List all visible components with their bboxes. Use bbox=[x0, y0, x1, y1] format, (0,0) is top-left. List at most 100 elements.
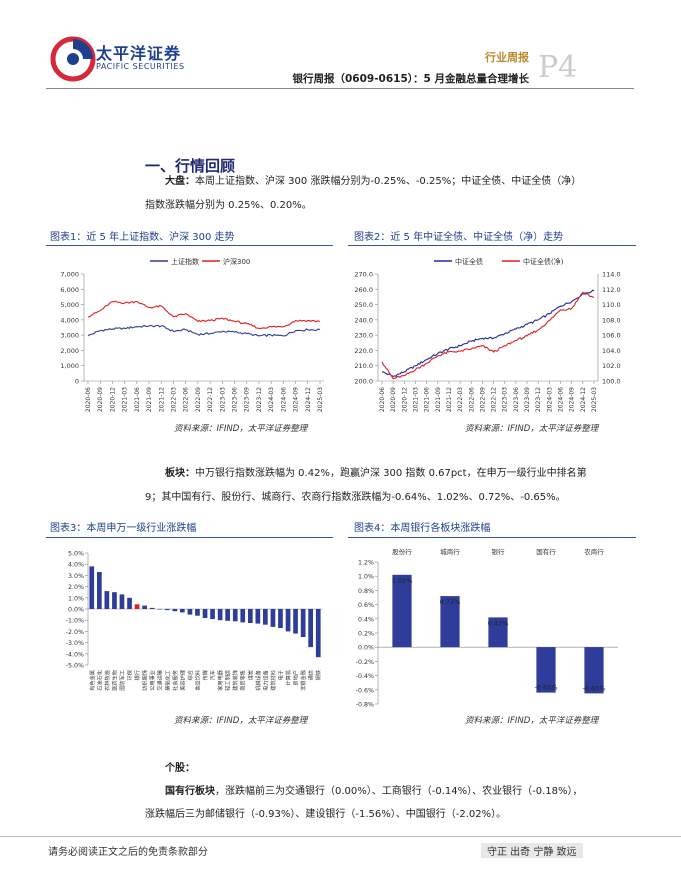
x-tick-label: 2023-06 bbox=[232, 387, 239, 412]
bar-电子 bbox=[278, 609, 283, 628]
report-type: 行业周报 bbox=[485, 51, 529, 64]
data-label: 1.02% bbox=[392, 577, 413, 585]
page-number: P4 bbox=[538, 50, 578, 85]
y-tick-label: 7,000 bbox=[60, 271, 79, 279]
chart-index-trend: 上证指数 沪深300 0 1,000 2,000 3,000 4,000 5,000 6,000… bbox=[60, 257, 324, 412]
bar-建筑材料 bbox=[270, 609, 276, 627]
bar-农林牧渔 bbox=[104, 591, 110, 609]
x-tick-label: 2022-03 bbox=[170, 387, 177, 412]
bar-社会服务 bbox=[172, 609, 178, 612]
bar-建筑装饰 bbox=[232, 609, 238, 622]
report-title: 银行周报（0609-0615）：5 月金融总量合理增长 bbox=[292, 73, 529, 85]
category-label: 机械设备 bbox=[254, 669, 262, 691]
bar-银行 bbox=[134, 604, 140, 609]
x-tick-label: 2020-06 bbox=[379, 387, 386, 412]
data-label: 0.72% bbox=[440, 598, 461, 606]
x-tick-label: 2023-09 bbox=[244, 387, 251, 412]
y-tick-label: -0.2% bbox=[356, 659, 374, 666]
x-tick-label: 2021-03 bbox=[412, 387, 419, 412]
category-label: 环保 bbox=[126, 669, 134, 680]
fig3-title: 图表3：本周申万一级行业涨跌幅 bbox=[50, 523, 197, 534]
legend-label: 中证全债(净) bbox=[523, 257, 564, 266]
bar-有色金属 bbox=[89, 566, 95, 609]
x-tick-label: 2023-06 bbox=[513, 387, 520, 412]
x-tick-label: 2021-09 bbox=[146, 387, 153, 412]
x-tick-label: 2023-03 bbox=[219, 387, 226, 412]
y-right-tick-label: 106.0 bbox=[602, 332, 621, 340]
x-tick-label: 2024-03 bbox=[546, 387, 553, 412]
category-label: 有色金属 bbox=[88, 670, 96, 691]
category-label: 城商行 bbox=[440, 547, 460, 556]
category-label: 美容护理 bbox=[178, 669, 186, 691]
x-tick-label: 2023-09 bbox=[524, 387, 531, 412]
category-label: 非银金融 bbox=[299, 670, 307, 691]
y-tick-label: 5.0% bbox=[68, 551, 84, 558]
category-label: 轻工制造 bbox=[224, 669, 232, 691]
sector-text-1: 中万银行指数涨跌幅为 0.42%，跑赢沪深 300 指数 0.67pct，在申万… bbox=[195, 468, 587, 479]
x-tick-label: 2024-06 bbox=[558, 387, 565, 412]
bar-传媒 bbox=[202, 609, 208, 618]
bar-银行 bbox=[488, 617, 508, 648]
bar-机械设备 bbox=[255, 609, 261, 624]
bar-股份行 bbox=[392, 574, 412, 648]
y-tick-label: 270.0 bbox=[354, 271, 373, 279]
x-tick-label: 2022-09 bbox=[195, 387, 202, 412]
category-label: 医药生物 bbox=[110, 670, 118, 691]
footer-motto: 守正 出奇 宁静 致远 bbox=[481, 843, 583, 858]
category-label: 国防军工 bbox=[118, 670, 126, 691]
category-label: 银行 bbox=[133, 670, 141, 680]
bar-钢铁 bbox=[315, 609, 321, 658]
bar-公用事业 bbox=[149, 607, 155, 609]
y-tick-label: 4,000 bbox=[60, 316, 79, 324]
y-tick-label: 220.0 bbox=[354, 347, 373, 355]
y-tick-label: -3.0% bbox=[66, 640, 84, 647]
y-tick-label: 3,000 bbox=[60, 332, 79, 340]
category-label: 石油石化 bbox=[95, 670, 103, 691]
category-label: 家用电器 bbox=[216, 669, 224, 691]
logo-text-en: PACIFIC SECURITIES bbox=[96, 62, 185, 71]
y-tick-label: 3.0% bbox=[68, 573, 84, 580]
bar-国防军工 bbox=[119, 594, 125, 609]
x-tick-label: 2021-09 bbox=[435, 387, 442, 412]
y-tick-label: 4.0% bbox=[68, 562, 84, 569]
bar-计算机 bbox=[285, 609, 291, 632]
x-tick-label: 2022-12 bbox=[207, 387, 214, 412]
bar-通信 bbox=[308, 609, 313, 648]
fig4-divider bbox=[348, 537, 636, 538]
x-tick-label: 2024-12 bbox=[305, 387, 312, 412]
y-tick-label: -2.0% bbox=[66, 629, 84, 636]
y-tick-label: 5,000 bbox=[60, 301, 79, 309]
category-label: 钢铁 bbox=[314, 670, 322, 680]
bar-商贸零售 bbox=[240, 609, 246, 623]
y-tick-label: 1.2% bbox=[358, 560, 374, 567]
category-label: 农林牧渔 bbox=[103, 670, 111, 691]
bar-综合 bbox=[187, 609, 193, 615]
y-right-tick-label: 114.0 bbox=[602, 271, 621, 279]
bar-交通运输 bbox=[157, 609, 163, 610]
bar-城商行 bbox=[440, 596, 460, 648]
fig3-source: 资料来源：IFIND，太平洋证券整理 bbox=[174, 716, 308, 726]
y-tick-label: 6,000 bbox=[60, 286, 79, 294]
y-tick-label: 240.0 bbox=[354, 316, 373, 324]
fig2-divider bbox=[348, 245, 636, 246]
x-tick-label: 2021-12 bbox=[446, 387, 453, 412]
bar-纺织服饰 bbox=[142, 605, 147, 609]
y-tick-label: 2.0% bbox=[68, 584, 84, 591]
section-title: 一、行情回顾 bbox=[145, 157, 236, 175]
sector-text-2: 9；其中国有行、股份行、城商行、农商行指数涨跌幅为-0.64%、1.02%、0.… bbox=[145, 492, 566, 503]
y-tick-label: -0.8% bbox=[356, 702, 374, 709]
stocks-label: 个股： bbox=[165, 763, 195, 774]
bar-食品饮料 bbox=[195, 609, 200, 616]
header-divider bbox=[46, 88, 634, 89]
y-right-tick-label: 108.0 bbox=[602, 316, 621, 324]
category-label: 建筑材料 bbox=[269, 670, 277, 691]
x-tick-label: 2020-12 bbox=[401, 387, 408, 412]
data-label: -0.64% bbox=[535, 684, 558, 692]
data-label: 0.42% bbox=[488, 619, 509, 627]
y-tick-label: -1.0% bbox=[66, 618, 84, 625]
category-label: 综合 bbox=[186, 669, 194, 680]
x-tick-label: 2021-06 bbox=[424, 387, 431, 412]
y-tick-label: 250.0 bbox=[354, 301, 373, 309]
y-tick-label: -0.6% bbox=[356, 687, 374, 694]
chart-bond-trend: 中证全债 中证全债(净) 200.0 210.0 220.0 230.0 240.0 250.… bbox=[354, 257, 621, 412]
